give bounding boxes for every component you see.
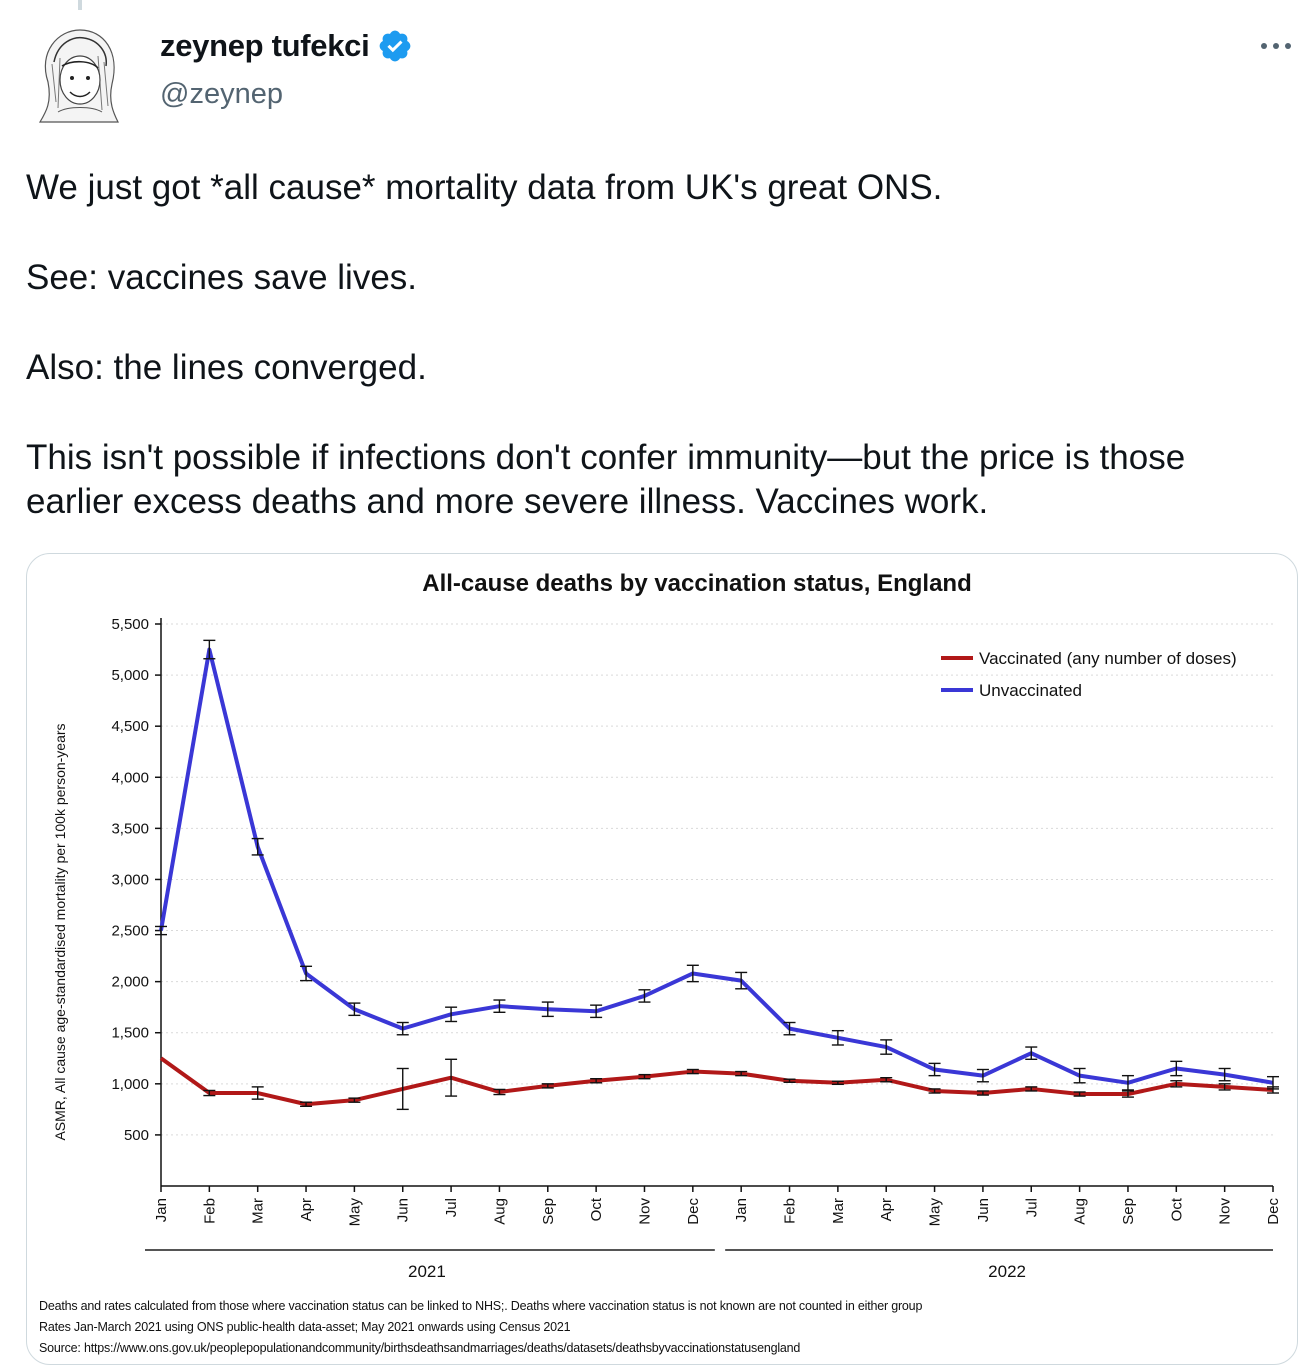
series-lines	[155, 639, 1279, 1111]
tweet-media-chart[interactable]: All-cause deaths by vaccination status, …	[26, 553, 1298, 1365]
author-display-name[interactable]: zeynep tufekci	[160, 28, 370, 63]
chart-title: All-cause deaths by vaccination status, …	[422, 570, 971, 597]
year-label: 2022	[988, 1262, 1026, 1281]
legend-label: Vaccinated (any number of doses)	[979, 649, 1237, 668]
y-tick-label: 3,000	[111, 871, 149, 888]
chart-footnotes: Deaths and rates calculated from those w…	[39, 1296, 922, 1359]
grid-lines	[161, 623, 1273, 1136]
axes: 500 1,000 1,500 2,000 2,500 3,000 3,500 4,000 4,…	[111, 616, 1282, 1281]
y-tick-label: 500	[124, 1127, 149, 1144]
x-tick-label: Mar	[830, 1198, 847, 1224]
y-tick-label: 5,000	[111, 667, 149, 684]
tweet-paragraph: This isn't possible if infections don't …	[26, 438, 1195, 521]
x-tick-label: Jun	[395, 1198, 412, 1222]
y-tick-label: 5,500	[111, 616, 149, 633]
x-tick-label: Aug	[1072, 1198, 1089, 1225]
author-handle[interactable]: @zeynep	[160, 78, 283, 110]
tweet-paragraph: Also: the lines converged.	[26, 348, 427, 387]
mortality-line-chart: All-cause deaths by vaccination status, …	[52, 570, 1282, 1281]
x-tick-label: Apr	[878, 1198, 895, 1221]
x-tick-label: Aug	[491, 1198, 508, 1225]
x-tick-label: Nov	[1217, 1198, 1234, 1225]
series-line	[159, 647, 1274, 1085]
y-tick-label: 4,500	[111, 718, 149, 735]
x-tick-label: Dec	[685, 1198, 702, 1225]
x-tick-label: Jan	[153, 1198, 170, 1222]
x-tick-label: Nov	[636, 1198, 653, 1225]
x-tick-label: Sep	[1120, 1198, 1137, 1225]
footnote-linkage: Deaths and rates calculated from those w…	[39, 1299, 923, 1313]
year-label: 2021	[408, 1262, 446, 1281]
x-tick-label: Oct	[588, 1197, 605, 1221]
sketch-portrait-avatar	[38, 29, 119, 123]
x-tick-label: Mar	[250, 1198, 267, 1224]
y-tick-label: 3,500	[111, 820, 149, 837]
x-tick-label: Jun	[975, 1198, 992, 1222]
footnote-source: Source: https://www.ons.gov.uk/peoplepop…	[39, 1341, 801, 1355]
x-tick-label: Sep	[540, 1198, 557, 1225]
ellipsis-icon[interactable]	[1256, 34, 1296, 58]
thread-connector-line	[78, 0, 82, 10]
x-tick-label: May	[346, 1198, 363, 1227]
x-tick-label: Jul	[443, 1198, 460, 1217]
x-tick-label: Dec	[1265, 1198, 1282, 1225]
verified-badge-icon[interactable]	[377, 28, 413, 64]
y-tick-label: 1,000	[111, 1076, 149, 1093]
author-avatar[interactable]	[28, 22, 128, 130]
tweet-body: We just got *all cause* mortality data f…	[26, 166, 1286, 570]
legend-label: Unvaccinated	[979, 681, 1082, 700]
x-tick-label: Apr	[298, 1198, 315, 1221]
series-line	[159, 1056, 1274, 1107]
x-tick-label: Oct	[1168, 1197, 1185, 1221]
x-tick-label: Jan	[733, 1198, 750, 1222]
tweet-paragraph: See: vaccines save lives.	[26, 258, 418, 297]
y-tick-label: 2,000	[111, 974, 149, 991]
x-tick-label: May	[927, 1198, 944, 1227]
footnote-rates: Rates Jan-March 2021 using ONS public-he…	[39, 1320, 571, 1334]
legend: Vaccinated (any number of doses) Unvaccin…	[941, 649, 1237, 700]
x-tick-label: Feb	[201, 1198, 218, 1224]
tweet-paragraph: We just got *all cause* mortality data f…	[26, 168, 943, 207]
y-tick-label: 4,000	[111, 769, 149, 786]
x-tick-label: Jul	[1023, 1198, 1040, 1217]
y-axis-label: ASMR, All cause age-standardised mortali…	[52, 723, 68, 1140]
y-tick-label: 2,500	[111, 923, 149, 940]
y-tick-label: 1,500	[111, 1025, 149, 1042]
x-tick-label: Feb	[782, 1198, 799, 1224]
